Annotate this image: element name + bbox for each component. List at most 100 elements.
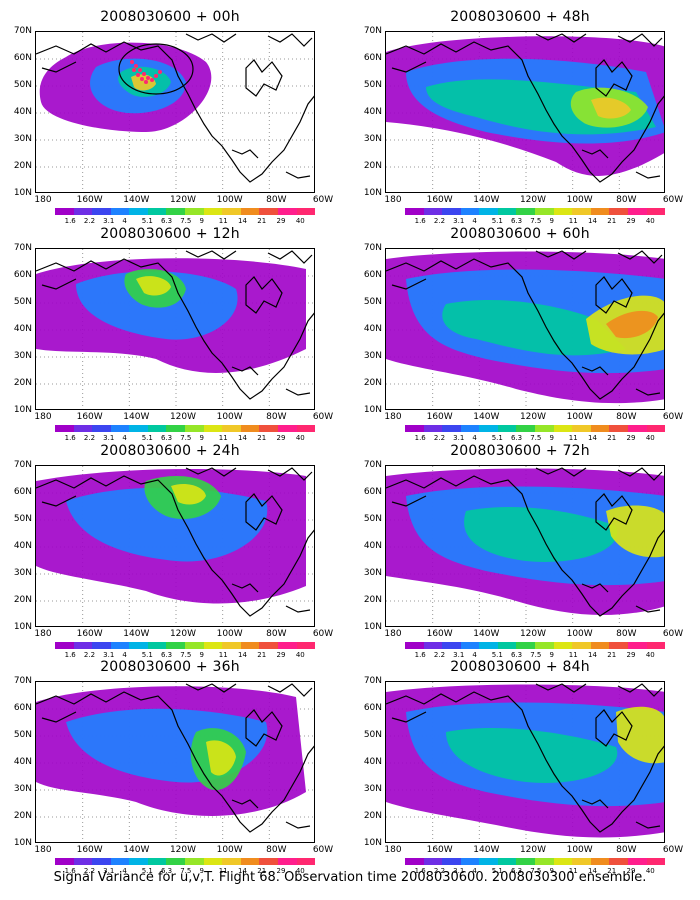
- colorbar-swatch: [609, 425, 628, 432]
- longitude-label: 100W: [216, 629, 243, 639]
- map-panel: 2008030600 + 84h 70N 60N 50N 40N 30N 20N 10N 180…: [350, 658, 690, 875]
- colorbar-tick-label: 7.5: [180, 651, 192, 659]
- colorbar-tick-label: 11: [568, 651, 578, 659]
- longitude-label: 80W: [266, 845, 287, 855]
- longitude-label: 160W: [76, 629, 103, 639]
- colorbar-tick-label: 5.1: [141, 651, 153, 659]
- colorbar-swatch: [535, 425, 554, 432]
- colorbar-swatch: [296, 208, 316, 215]
- colorbar-tick-label: 4: [472, 217, 477, 225]
- colorbar-tick-label: 2.2: [83, 651, 96, 659]
- latitude-label: 50N: [363, 514, 382, 524]
- colorbar-tick-label: 2.2: [433, 217, 446, 225]
- colorbar-tick-label: 5.1: [141, 434, 153, 442]
- colorbar-swatch: [497, 642, 517, 649]
- latitude-label: 70N: [13, 26, 32, 36]
- longitude-label: 160W: [426, 195, 453, 205]
- colorbar-swatch: [590, 858, 610, 865]
- map-area: [385, 31, 665, 193]
- colorbar-tick-label: 7.5: [180, 434, 192, 442]
- colorbar-tick-label: 21: [257, 434, 267, 442]
- colorbar-tick-label: 11: [568, 434, 578, 442]
- longitude-label: 80W: [266, 195, 287, 205]
- colorbar-tick-label: 1.6: [414, 651, 426, 659]
- panel-title: 2008030600 + 60h: [450, 226, 590, 242]
- variance-contour: [606, 310, 658, 339]
- colorbar-swatch: [609, 858, 628, 865]
- map-panel: 2008030600 + 48h 70N 60N 50N 40N 30N 20N 10N 180…: [350, 8, 690, 225]
- colorbar-tick-label: 9: [549, 651, 554, 659]
- colorbar-swatch: [110, 425, 130, 432]
- longitude-label: 80W: [616, 629, 637, 639]
- colorbar-tick-label: 9: [549, 867, 554, 875]
- colorbar-tick-label: 21: [257, 217, 267, 225]
- variance-field: [386, 682, 664, 842]
- latitude-label: 60N: [13, 487, 32, 497]
- longitude-label: 120W: [519, 629, 547, 639]
- colorbar-labels: 1.6 2.2 3.1 4 5.1 6.3 7.5 9 11 14 21 29 40: [405, 217, 665, 225]
- latitude-label: 50N: [363, 80, 382, 90]
- latitude-label: 10N: [363, 838, 382, 848]
- variance-field: [386, 249, 664, 409]
- colorbar-swatch: [572, 642, 591, 649]
- map-panel: 2008030600 + 00h 70N 60N 50N 40N 30N 20N 10N 180…: [0, 8, 340, 225]
- latitude-label: 30N: [13, 351, 32, 361]
- colorbar-swatch: [572, 425, 591, 432]
- observation-point: [132, 68, 136, 72]
- colorbar-tick-label: 11: [568, 867, 578, 875]
- longitude-label: 160W: [426, 412, 453, 422]
- colorbar-swatch: [240, 208, 260, 215]
- longitude-label: 100W: [566, 195, 593, 205]
- colorbar-tick-label: 1.6: [64, 217, 76, 225]
- longitude-label: 100W: [216, 845, 243, 855]
- colorbar-swatch: [627, 858, 647, 865]
- map-panel: 2008030600 + 24h 70N 60N 50N 40N 30N 20N 10N 180…: [0, 442, 340, 659]
- colorbar: [55, 858, 316, 865]
- observation-point: [140, 77, 144, 81]
- panel-title: 2008030600 + 24h: [100, 443, 240, 459]
- map-panel: 2008030600 + 72h 70N 60N 50N 40N 30N 20N 10N 180…: [350, 442, 690, 659]
- colorbar-swatch: [55, 425, 74, 432]
- colorbar-swatch: [203, 642, 223, 649]
- latitude-label: 70N: [363, 26, 382, 36]
- colorbar-swatch: [259, 642, 278, 649]
- longitude-label: 140W: [123, 629, 150, 639]
- colorbar-swatch: [535, 208, 554, 215]
- figure-caption: Signal Variance for u,v,T. Flight 68. Ob…: [53, 870, 647, 885]
- coastline: [386, 683, 664, 833]
- colorbar-tick-label: 11: [218, 867, 228, 875]
- latitude-label: 10N: [363, 622, 382, 632]
- colorbar: [55, 425, 316, 432]
- longitude-label: 180: [34, 412, 52, 422]
- colorbar-swatch: [259, 208, 278, 215]
- observation-point: [130, 60, 134, 64]
- colorbar-swatch: [222, 425, 241, 432]
- colorbar-swatch: [553, 858, 573, 865]
- colorbar-tick-label: 1.6: [414, 867, 426, 875]
- colorbar-tick-label: 2.2: [83, 434, 96, 442]
- latitude-label: 50N: [13, 80, 32, 90]
- latitude-label: 70N: [13, 243, 32, 253]
- colorbar-tick-label: 9: [199, 867, 204, 875]
- longitude-label: 120W: [169, 195, 197, 205]
- variance-field: [36, 466, 314, 626]
- map-area: [35, 31, 315, 193]
- colorbar-tick-label: 1.6: [414, 217, 426, 225]
- latitude-label: 50N: [13, 297, 32, 307]
- colorbar-tick-label: 3.1: [103, 434, 115, 442]
- colorbar-swatch: [572, 858, 591, 865]
- colorbar-swatch: [185, 425, 204, 432]
- colorbar-tick-label: 6.3: [510, 651, 523, 659]
- longitude-label: 140W: [123, 845, 150, 855]
- colorbar-swatch: [479, 208, 498, 215]
- colorbar-swatch: [423, 642, 443, 649]
- colorbar-swatch: [222, 208, 241, 215]
- latitude-label: 20N: [363, 811, 382, 821]
- colorbar-tick-label: 4: [472, 651, 477, 659]
- colorbar-tick-label: 7.5: [180, 867, 192, 875]
- colorbar-swatch: [535, 642, 554, 649]
- colorbar-swatch: [479, 642, 498, 649]
- colorbar-tick-label: 4: [122, 434, 127, 442]
- longitude-label: 100W: [566, 629, 593, 639]
- latitude-label: 40N: [363, 541, 382, 551]
